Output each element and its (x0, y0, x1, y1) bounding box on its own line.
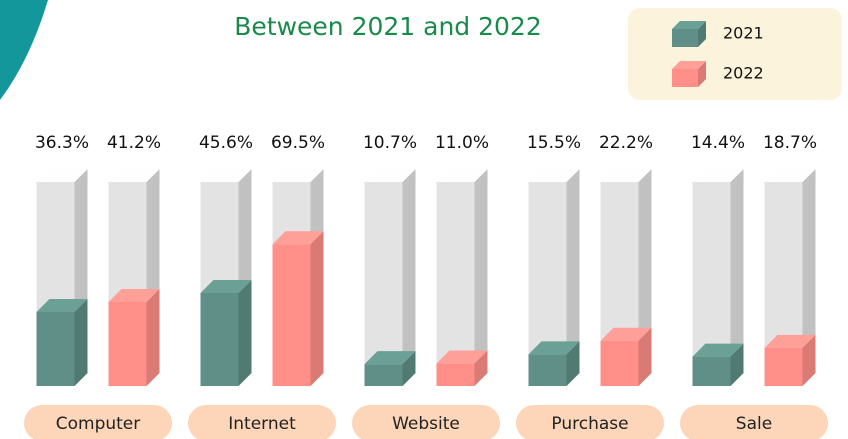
value-label: 10.7% (363, 133, 417, 153)
bar-track-top (364, 169, 416, 182)
category-pill (24, 405, 172, 439)
value-label: 69.5% (271, 133, 325, 153)
bar-side (566, 341, 580, 386)
category-pill (352, 405, 500, 439)
x-tick-label: Website (392, 414, 460, 434)
bar-front (272, 244, 311, 386)
bar-track-side (474, 169, 488, 386)
x-tick-label: Sale (736, 414, 772, 434)
legend-box (628, 8, 842, 100)
bar-front (764, 347, 803, 386)
bar-front (364, 364, 403, 386)
bar-track-side (566, 169, 580, 386)
value-label: 45.6% (199, 133, 253, 153)
bar-track-top (692, 169, 744, 182)
legend-swatch (672, 69, 698, 87)
bar-front (528, 354, 567, 386)
bar-side (802, 334, 816, 386)
bar-top (200, 279, 252, 293)
bar-track-top (436, 169, 488, 182)
legend-swatch-side (698, 61, 706, 87)
legend-label: 2021 (723, 24, 764, 43)
bar-side (638, 327, 652, 386)
legend-swatch-top (672, 61, 706, 69)
chart-title: Between 2021 and 2022 (234, 12, 542, 41)
value-label: 36.3% (35, 133, 89, 153)
value-label: 11.0% (435, 133, 489, 153)
bar-track-top (108, 169, 160, 182)
bar-side (730, 343, 744, 386)
bar-top (600, 327, 652, 341)
legend-swatch-top (672, 21, 706, 29)
bar-front (692, 356, 731, 386)
x-tick-label: Computer (56, 414, 141, 434)
category-pill (516, 405, 664, 439)
bar-side (402, 351, 416, 386)
bar-track-top (200, 169, 252, 182)
category-pill (188, 405, 336, 439)
bar-front (436, 363, 475, 386)
bar-top (692, 343, 744, 357)
value-label: 22.2% (599, 133, 653, 153)
bar-top (528, 341, 580, 355)
legend-swatch-side (698, 21, 706, 47)
x-tick-label: Internet (228, 414, 296, 434)
bar-side (238, 279, 252, 386)
bar-front (108, 301, 147, 386)
bar-track-top (764, 169, 816, 182)
bar-track-side (402, 169, 416, 386)
bar-front (36, 311, 75, 386)
x-tick-label: Purchase (551, 414, 628, 434)
bar-front (600, 340, 639, 386)
bar-top (436, 350, 488, 364)
value-label: 18.7% (763, 133, 817, 153)
category-pill (680, 405, 828, 439)
bar-top (272, 231, 324, 245)
value-label: 41.2% (107, 133, 161, 153)
bar-top (108, 288, 160, 302)
bar-side (146, 288, 160, 386)
bar-side (310, 231, 324, 386)
bar-top (364, 351, 416, 365)
bar-front (200, 292, 239, 386)
value-label: 15.5% (527, 133, 581, 153)
bar-track-top (272, 169, 324, 182)
legend-swatch (672, 29, 698, 47)
bar-track-top (528, 169, 580, 182)
legend-label: 2022 (723, 64, 764, 83)
bar-track-side (802, 169, 816, 386)
corner-decoration (0, 0, 48, 100)
bar-track-top (600, 169, 652, 182)
bar-side (474, 350, 488, 386)
bar-top (764, 334, 816, 348)
bar-top (36, 298, 88, 312)
bar-side (74, 298, 88, 386)
bar-track-top (36, 169, 88, 182)
bar-track-side (730, 169, 744, 386)
value-label: 14.4% (691, 133, 745, 153)
